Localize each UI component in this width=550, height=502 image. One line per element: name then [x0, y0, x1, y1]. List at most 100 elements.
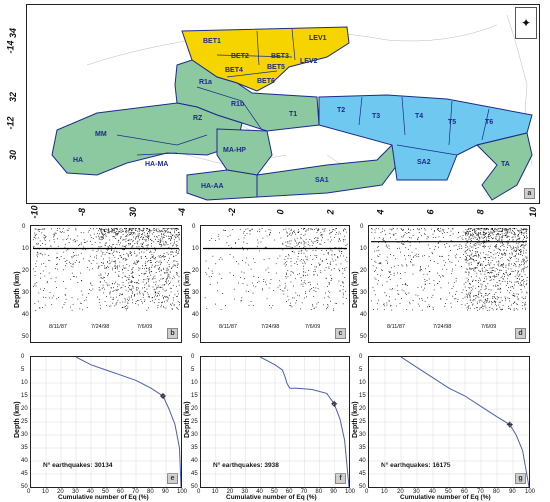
- cumulative-ytick: 5: [21, 367, 25, 373]
- event-dot: [314, 238, 315, 239]
- event-dot: [497, 240, 498, 241]
- event-dot: [65, 265, 66, 267]
- event-dot: [77, 254, 79, 256]
- event-dot: [157, 285, 159, 287]
- event-dot: [163, 242, 165, 244]
- event-dot: [475, 287, 477, 289]
- event-dot: [122, 239, 124, 241]
- event-dot: [170, 233, 172, 235]
- event-dot: [338, 280, 340, 282]
- event-dot: [262, 237, 264, 239]
- event-dot: [461, 237, 463, 239]
- event-dot: [496, 282, 498, 283]
- event-dot: [300, 234, 302, 235]
- event-dot: [511, 236, 513, 238]
- event-dot: [243, 231, 245, 232]
- event-dot: [141, 258, 142, 259]
- event-dot: [158, 302, 160, 303]
- event-dot: [476, 307, 477, 309]
- event-dot: [330, 261, 331, 263]
- event-dot: [432, 307, 434, 309]
- event-dot: [473, 296, 475, 297]
- event-dot: [63, 231, 65, 233]
- event-dot: [174, 241, 175, 243]
- event-dot: [296, 242, 297, 244]
- event-dot: [342, 281, 344, 283]
- event-dot: [156, 228, 158, 230]
- event-dot: [470, 235, 472, 237]
- event-dot: [496, 234, 498, 235]
- event-dot: [148, 278, 150, 279]
- event-dot: [408, 228, 410, 230]
- event-dot: [239, 229, 241, 230]
- event-dot: [301, 302, 303, 304]
- event-dot: [74, 239, 76, 240]
- event-dot: [64, 244, 66, 246]
- event-dot: [468, 233, 469, 234]
- event-dot: [97, 267, 99, 269]
- event-dot: [508, 305, 509, 307]
- event-dot: [131, 282, 132, 283]
- event-dot: [322, 260, 323, 262]
- event-dot: [490, 262, 492, 264]
- event-dot: [374, 237, 375, 239]
- event-dot: [344, 229, 346, 230]
- event-dot: [471, 240, 472, 241]
- event-dot: [457, 237, 459, 239]
- event-dot: [493, 276, 495, 277]
- event-dot: [487, 236, 489, 238]
- event-dot: [297, 231, 299, 233]
- event-dot: [519, 264, 520, 265]
- event-dot: [507, 230, 509, 232]
- event-dot: [440, 230, 442, 232]
- event-dot: [142, 292, 144, 294]
- event-dot: [162, 228, 164, 229]
- event-dot: [128, 228, 130, 230]
- cumulative-xtick: 50: [102, 489, 109, 495]
- event-dot: [100, 274, 102, 276]
- event-dot: [331, 278, 333, 280]
- event-dot: [443, 232, 445, 233]
- event-dot: [155, 291, 156, 293]
- event-dot: [486, 310, 488, 311]
- event-dot: [517, 235, 518, 237]
- event-dot: [44, 235, 46, 237]
- event-dot: [316, 232, 318, 234]
- event-dot: [163, 244, 165, 245]
- event-dot: [46, 282, 48, 284]
- event-dot: [473, 255, 475, 257]
- event-dot: [478, 228, 480, 229]
- event-dot: [287, 241, 289, 242]
- event-dot: [488, 236, 489, 238]
- event-dot: [136, 293, 138, 295]
- event-dot: [148, 284, 150, 286]
- event-dot: [44, 244, 46, 245]
- event-dot: [43, 234, 45, 236]
- event-dot: [175, 228, 176, 229]
- event-dot: [112, 231, 114, 233]
- event-dot: [125, 232, 127, 234]
- event-dot: [161, 256, 163, 257]
- event-dot: [525, 261, 527, 263]
- event-dot: [331, 258, 333, 260]
- event-dot: [403, 228, 404, 230]
- event-dot: [168, 276, 170, 278]
- event-dot: [342, 268, 343, 269]
- event-dot: [129, 228, 131, 230]
- event-dot: [115, 296, 117, 298]
- event-dot: [524, 236, 525, 238]
- event-dot: [513, 263, 515, 264]
- event-dot: [99, 228, 100, 230]
- event-dot: [430, 228, 432, 230]
- event-dot: [478, 296, 480, 298]
- cumulative-xtick: 80: [493, 489, 500, 495]
- depth-time-ytick: 10: [22, 246, 29, 252]
- event-dot: [49, 260, 51, 262]
- event-dot: [515, 270, 516, 272]
- event-dot: [314, 266, 316, 268]
- event-dot: [295, 302, 297, 304]
- event-dot: [138, 287, 139, 289]
- event-dot: [241, 297, 243, 299]
- event-dot: [467, 232, 469, 234]
- event-dot: [404, 284, 406, 285]
